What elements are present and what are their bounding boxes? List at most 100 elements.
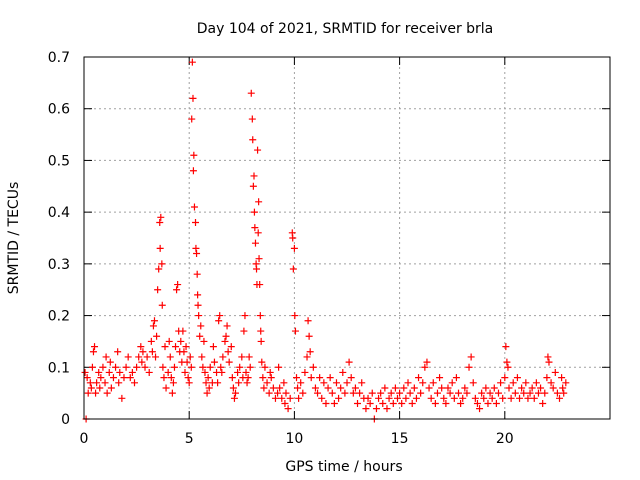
- y-axis-label: SRMTID / TECUs: [6, 182, 22, 295]
- data-point: [249, 182, 257, 190]
- data-point: [276, 384, 284, 392]
- data-point: [162, 384, 170, 392]
- data-point: [305, 332, 313, 340]
- data-point: [459, 394, 467, 402]
- data-point: [250, 172, 258, 180]
- data-point: [87, 384, 95, 392]
- data-point: [204, 374, 212, 382]
- data-point: [543, 374, 551, 382]
- axes: 0 0.1 0.2 0.3 0.4 0.5 0.6 0.7 0 5 10 15 20: [48, 50, 514, 447]
- data-point: [522, 379, 530, 387]
- data-point: [440, 394, 448, 402]
- data-point: [166, 353, 174, 361]
- y-tick-label: 0.6: [48, 102, 70, 118]
- data-point: [180, 348, 188, 356]
- data-point: [124, 353, 132, 361]
- data-point: [256, 281, 264, 289]
- data-point: [133, 363, 141, 371]
- data-point: [216, 312, 224, 320]
- data-point: [417, 389, 425, 397]
- data-point: [145, 368, 153, 376]
- data-point: [290, 244, 298, 252]
- data-point: [278, 394, 286, 402]
- data-point: [421, 363, 429, 371]
- data-point: [427, 394, 435, 402]
- data-point: [263, 379, 271, 387]
- y-tick-label: 0.4: [48, 205, 70, 221]
- data-point: [183, 358, 191, 366]
- data-point: [206, 363, 214, 371]
- data-point: [157, 213, 165, 221]
- data-point: [545, 358, 553, 366]
- data-point: [154, 286, 162, 294]
- data-point: [444, 384, 452, 392]
- data-point: [167, 374, 175, 382]
- data-point: [341, 389, 349, 397]
- data-point: [227, 343, 235, 351]
- data-point: [189, 94, 197, 102]
- data-point: [101, 379, 109, 387]
- data-point: [511, 389, 519, 397]
- data-point: [402, 394, 410, 402]
- data-point: [406, 389, 414, 397]
- data-point: [156, 244, 164, 252]
- data-point: [442, 399, 450, 407]
- data-point: [223, 322, 231, 330]
- data-point: [99, 363, 107, 371]
- data-point: [553, 389, 561, 397]
- data-point: [488, 394, 496, 402]
- data-point: [408, 399, 416, 407]
- data-point: [247, 89, 255, 97]
- data-point: [520, 389, 528, 397]
- data-point: [438, 384, 446, 392]
- chart-title: Day 104 of 2021, SRMTID for receiver brl…: [197, 21, 494, 37]
- data-point: [248, 115, 256, 123]
- data-point: [97, 374, 105, 382]
- data-point: [478, 389, 486, 397]
- data-point: [349, 389, 357, 397]
- data-point: [83, 374, 91, 382]
- data-point: [404, 379, 412, 387]
- data-point: [168, 389, 176, 397]
- data-point: [95, 368, 103, 376]
- data-point: [507, 394, 515, 402]
- data-point: [295, 394, 303, 402]
- data-point: [219, 353, 227, 361]
- data-point: [177, 337, 185, 345]
- data-point: [499, 394, 507, 402]
- data-point: [229, 384, 237, 392]
- data-point: [258, 358, 266, 366]
- data-point: [218, 368, 226, 376]
- data-point: [137, 343, 145, 351]
- data-point: [282, 389, 290, 397]
- data-point: [195, 312, 203, 320]
- plot-border: [83, 56, 611, 420]
- data-point: [152, 353, 160, 361]
- y-tick-label: 0.5: [48, 153, 70, 169]
- data-point: [190, 151, 198, 159]
- data-point: [375, 394, 383, 402]
- data-point: [410, 384, 418, 392]
- data-point: [240, 327, 248, 335]
- data-point: [179, 327, 187, 335]
- data-point: [368, 389, 376, 397]
- data-point: [280, 379, 288, 387]
- data-point: [91, 343, 99, 351]
- data-point: [275, 363, 283, 371]
- data-point: [257, 337, 265, 345]
- data-point: [198, 353, 206, 361]
- data-point: [330, 399, 338, 407]
- data-point: [469, 379, 477, 387]
- data-point: [158, 260, 166, 268]
- data-point: [559, 384, 567, 392]
- data-point: [231, 389, 239, 397]
- y-tick-label: 0.2: [48, 309, 70, 325]
- data-point: [318, 394, 326, 402]
- data-point: [199, 363, 207, 371]
- data-point: [122, 363, 130, 371]
- data-point: [316, 374, 324, 382]
- data-point: [126, 374, 134, 382]
- data-point: [347, 374, 355, 382]
- data-point: [148, 348, 156, 356]
- x-tick-label: 5: [185, 431, 194, 447]
